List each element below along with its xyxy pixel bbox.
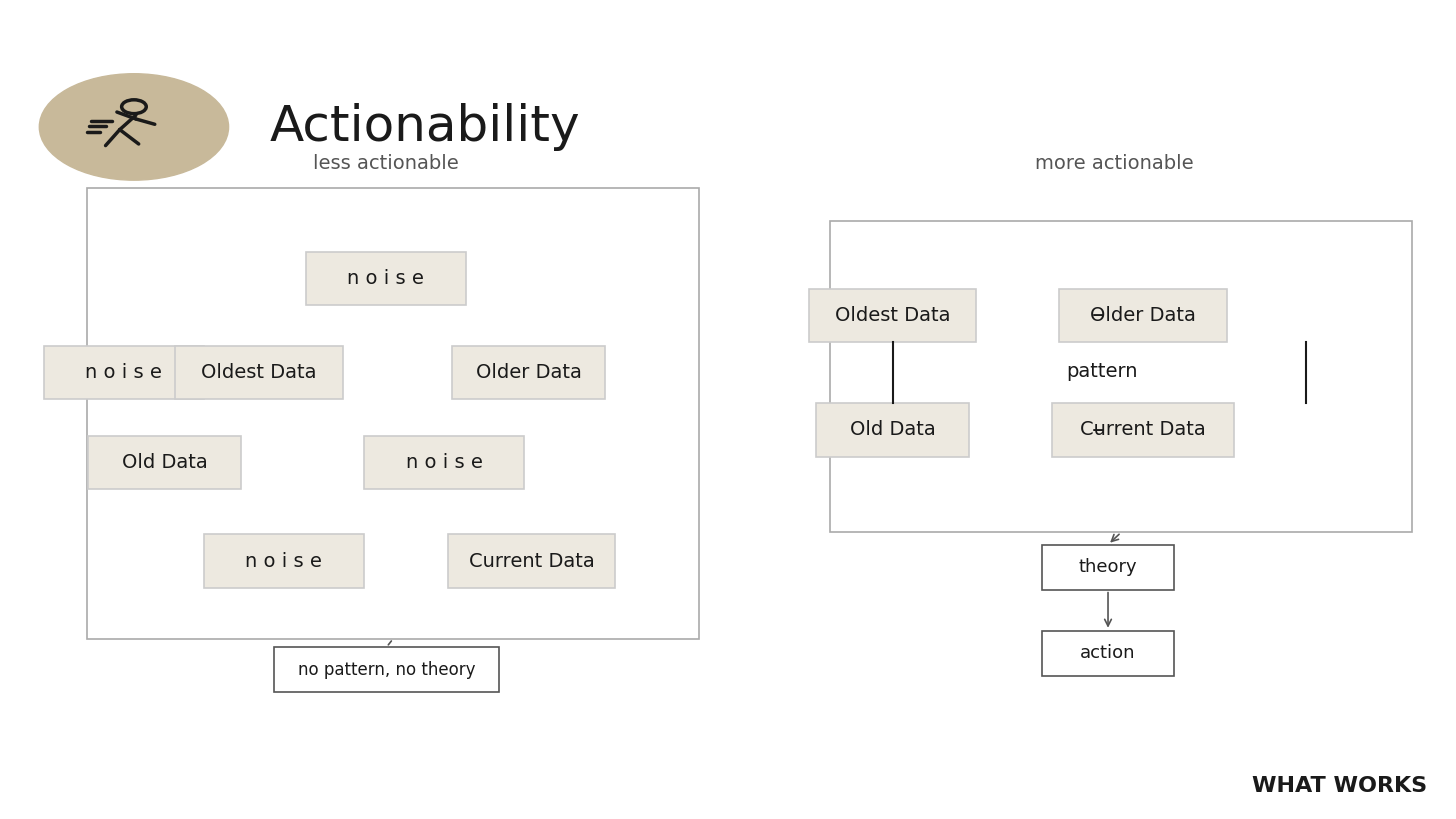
FancyBboxPatch shape <box>830 221 1412 532</box>
FancyBboxPatch shape <box>1042 545 1174 590</box>
Text: Older Data: Older Data <box>476 363 581 382</box>
Text: no pattern, no theory: no pattern, no theory <box>298 661 475 678</box>
Text: –: – <box>1092 418 1104 442</box>
Text: Old Data: Old Data <box>850 420 935 440</box>
Text: Actionability: Actionability <box>269 103 579 151</box>
FancyBboxPatch shape <box>447 535 614 588</box>
FancyBboxPatch shape <box>175 346 342 399</box>
Text: WHAT WORKS: WHAT WORKS <box>1252 776 1427 796</box>
Text: less actionable: less actionable <box>313 154 459 174</box>
FancyBboxPatch shape <box>810 289 976 342</box>
Circle shape <box>39 74 229 180</box>
Text: Oldest Data: Oldest Data <box>201 363 317 382</box>
FancyBboxPatch shape <box>87 188 699 639</box>
FancyBboxPatch shape <box>204 535 364 588</box>
Text: –: – <box>1092 303 1104 328</box>
Text: n o i s e: n o i s e <box>246 551 322 571</box>
FancyBboxPatch shape <box>1051 403 1233 456</box>
FancyBboxPatch shape <box>87 436 240 490</box>
Text: Older Data: Older Data <box>1091 305 1195 325</box>
Text: n o i s e: n o i s e <box>86 363 162 382</box>
FancyBboxPatch shape <box>1042 631 1174 676</box>
Text: Current Data: Current Data <box>469 551 594 571</box>
FancyBboxPatch shape <box>274 647 499 692</box>
Text: n o i s e: n o i s e <box>348 269 424 288</box>
FancyBboxPatch shape <box>1059 289 1226 342</box>
Text: Current Data: Current Data <box>1080 420 1206 440</box>
Text: more actionable: more actionable <box>1035 154 1192 174</box>
Text: theory: theory <box>1079 559 1137 576</box>
FancyBboxPatch shape <box>364 436 524 490</box>
Text: Old Data: Old Data <box>122 453 207 473</box>
Text: n o i s e: n o i s e <box>406 453 482 473</box>
FancyBboxPatch shape <box>44 346 204 399</box>
FancyBboxPatch shape <box>306 251 466 305</box>
Text: pattern: pattern <box>1066 361 1139 381</box>
FancyBboxPatch shape <box>451 346 604 399</box>
FancyBboxPatch shape <box>815 403 970 456</box>
Text: Oldest Data: Oldest Data <box>834 305 951 325</box>
Text: action: action <box>1080 645 1136 662</box>
